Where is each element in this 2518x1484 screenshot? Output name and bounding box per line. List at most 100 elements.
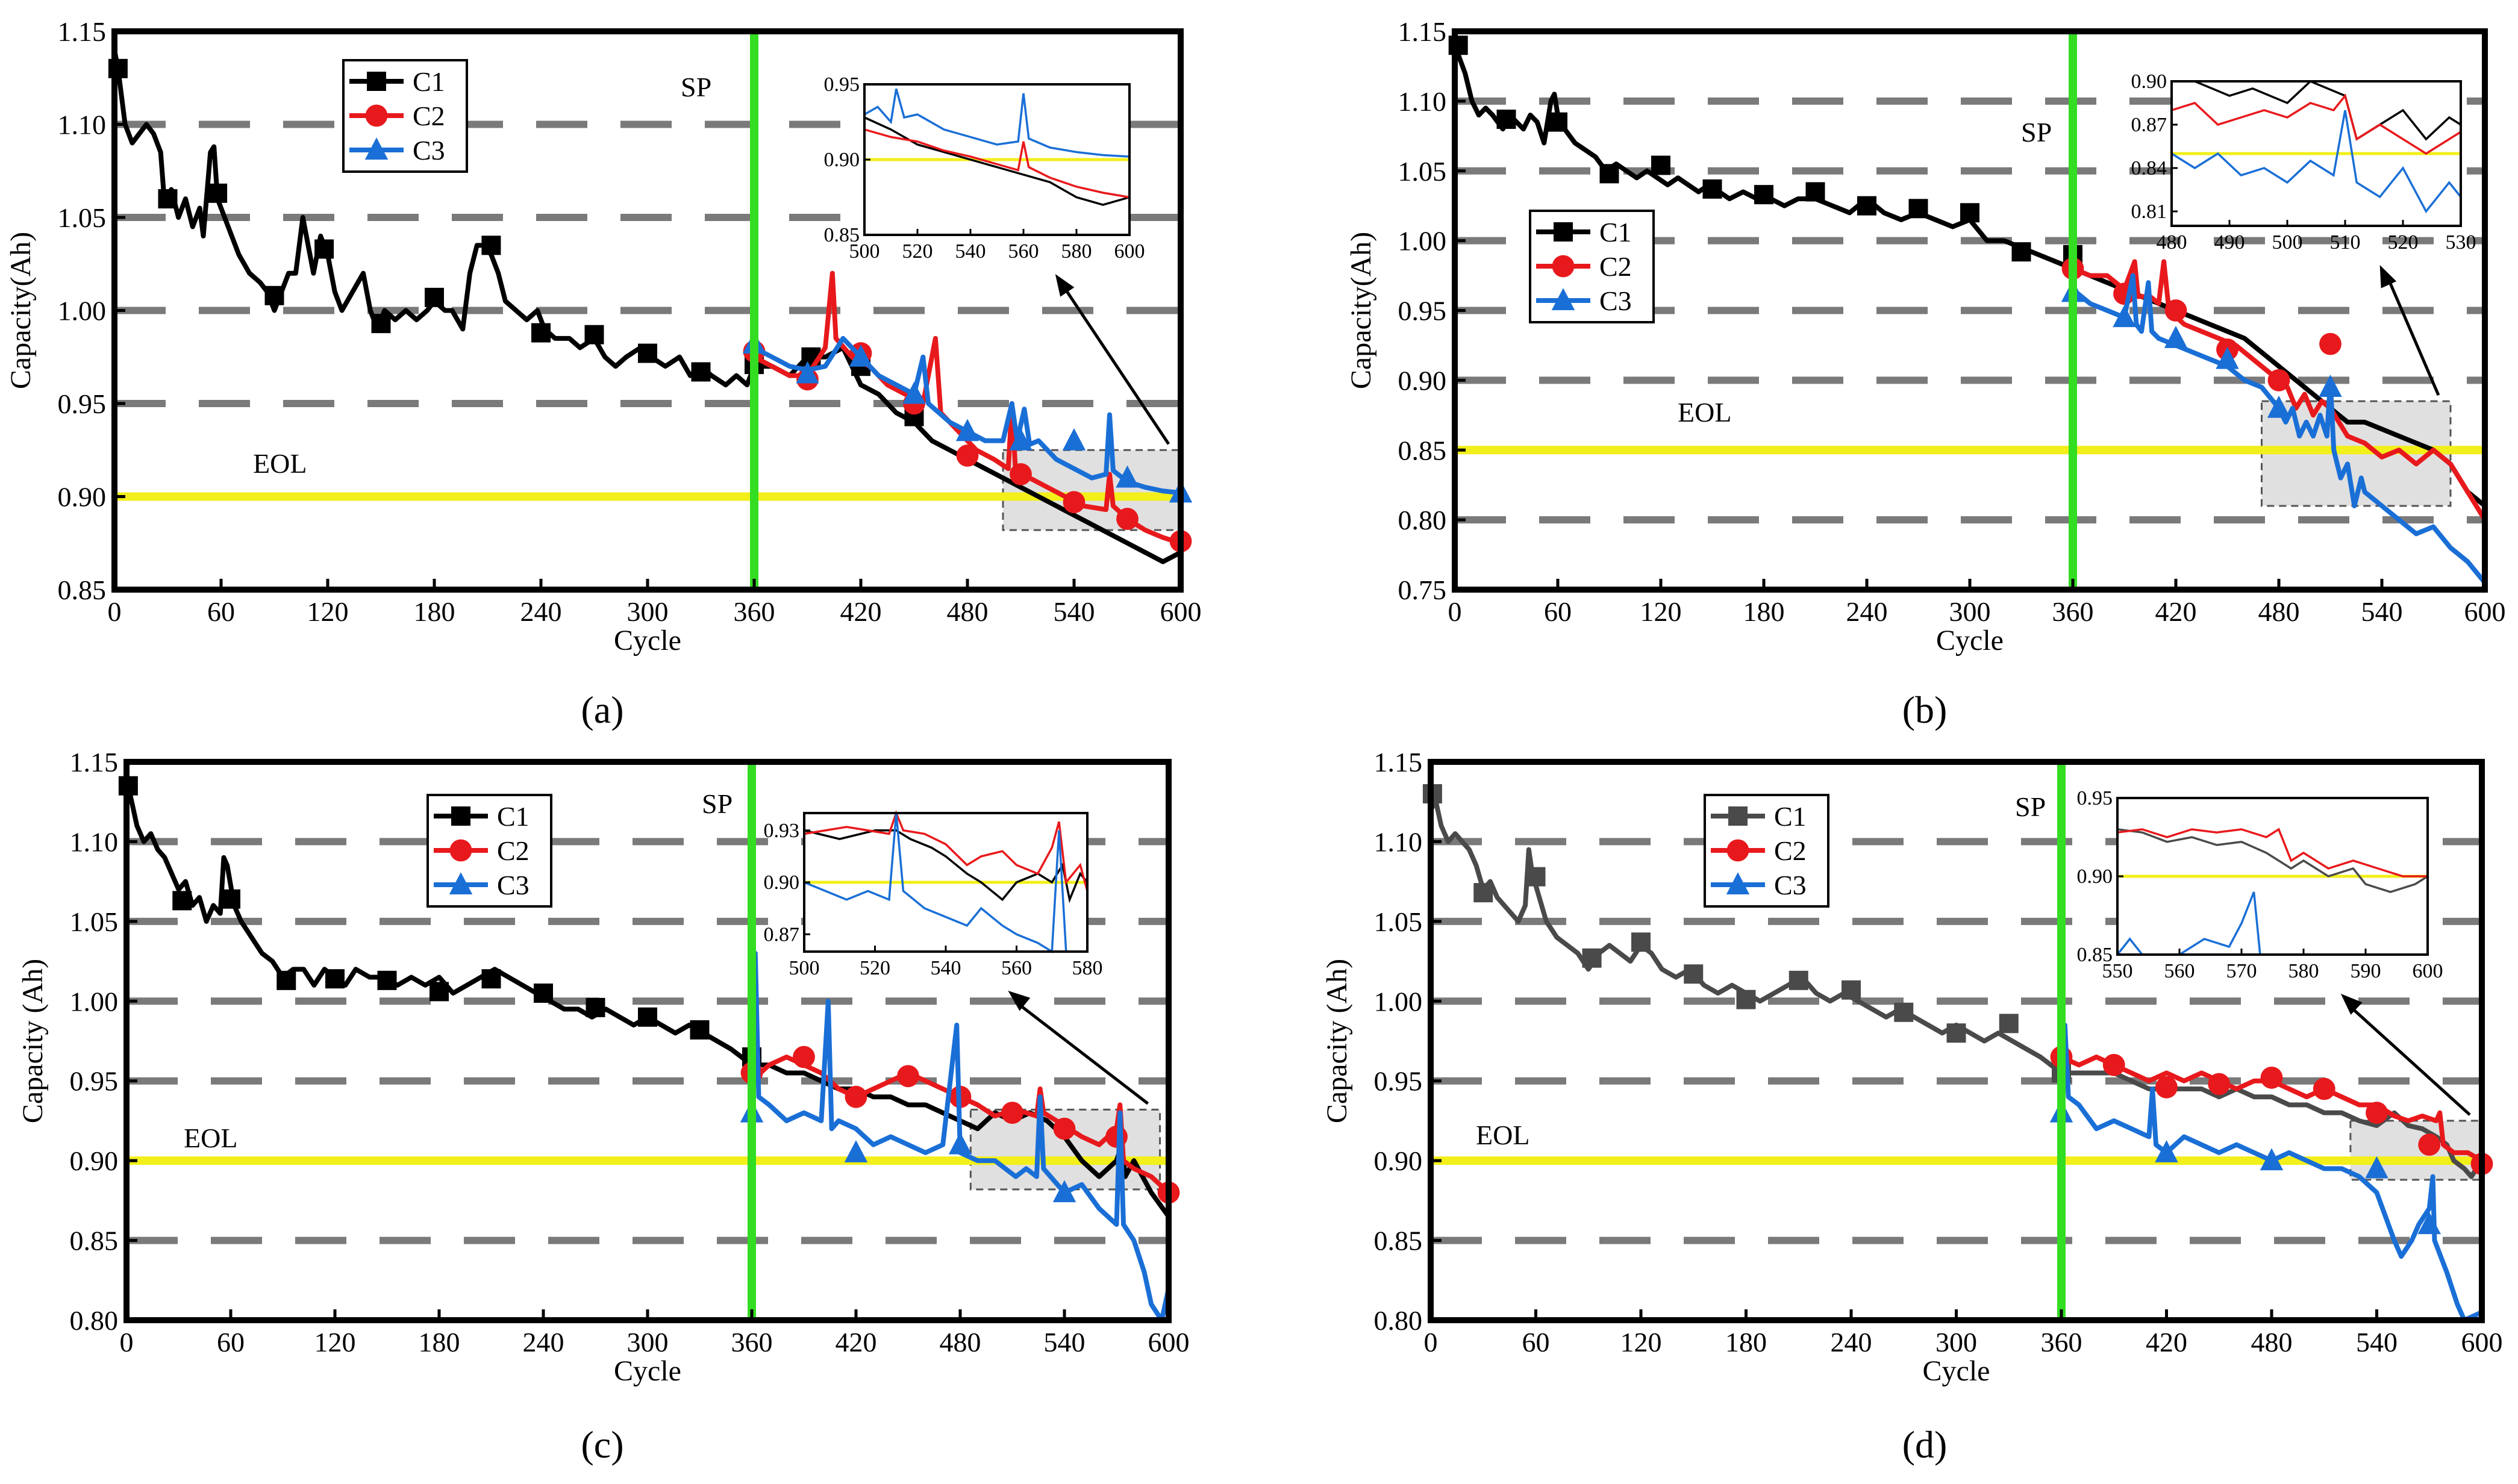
series-c1-marker [534,984,553,1003]
zoom-arrow-head [1008,991,1031,1011]
series-c1-marker [1548,112,1567,132]
series-c2-line [2060,1054,2483,1163]
series-c3-marker [2164,326,2188,348]
series-c1-marker [690,1020,710,1040]
y-tick-label: 1.15 [58,16,107,47]
x-tick-label: 360 [2041,1327,2082,1358]
inset-x-tick-label: 600 [1114,240,1145,263]
legend-entry: C3 [1774,870,1807,900]
x-tick-label: 180 [419,1327,460,1358]
y-tick-label: 0.90 [1374,1146,1423,1176]
inset-x-tick-label: 560 [1008,240,1039,263]
series-c1-marker [638,1007,657,1027]
series-c2-marker [2164,299,2187,322]
panel-label: (d) [1902,1423,1948,1466]
legend-entry: C3 [497,870,530,900]
inset-y-tick-label: 0.95 [2077,787,2113,809]
inset-y-tick-label: 0.85 [824,224,860,246]
y-tick-label: 1.15 [70,747,119,778]
series-c3-marker [1062,428,1086,450]
x-tick-label: 240 [1831,1327,1872,1358]
x-tick-label: 0 [108,596,122,627]
y-axis-label: Capacity (Ah) [1321,959,1353,1123]
y-tick-label: 0.95 [58,388,107,419]
x-axis-label: Cycle [1936,625,2004,656]
legend-entry: C1 [413,66,445,97]
x-tick-label: 240 [1846,596,1888,627]
x-tick-label: 420 [2146,1327,2187,1358]
eol-label: EOL [1476,1120,1529,1150]
series-c2-marker [2319,332,2341,355]
x-tick-label: 240 [523,1327,564,1358]
y-tick-label: 1.05 [58,202,107,233]
inset: 480 490 500 510 520 530 0.81 0.84 0.87 0.90 [2131,70,2476,254]
legend-entry: C1 [497,801,530,832]
inset-y-tick-label: 0.95 [824,73,860,96]
x-tick-label: 120 [1620,1327,1662,1358]
y-tick-label: 0.80 [70,1305,119,1336]
series-c2-marker [897,1065,919,1088]
inset-c2-line [2171,93,2461,155]
series-c1-marker [2011,242,2031,262]
series-c1-marker [1582,948,1602,968]
legend-marker [365,104,388,127]
series-c3-marker [844,1140,868,1162]
zoom-arrow [1061,284,1170,445]
zoom-arrow-head [1055,274,1075,297]
series-c3-marker [2417,1212,2441,1235]
y-tick-label: 1.10 [1398,86,1447,117]
inset-c2-line [804,810,1089,891]
series-c1-marker [638,343,657,363]
series-c2-marker [1116,508,1139,530]
series-c3-line [2059,1023,2483,1323]
series-c3-marker [2155,1140,2178,1162]
x-tick-label: 300 [1935,1327,1977,1358]
series-c1-marker [425,287,444,307]
series-c3-line [2071,273,2487,584]
series-c2-marker [1010,463,1032,485]
series-c1-marker [1631,932,1651,952]
series-c1-marker [1908,199,1928,219]
y-tick-label: 0.85 [70,1226,119,1256]
legend-entry: C2 [1774,835,1807,866]
x-tick-label: 420 [836,1327,877,1358]
x-tick-label: 540 [2361,596,2403,627]
series-c1-marker [371,314,391,334]
x-tick-label: 480 [2258,596,2300,627]
series-c3-marker [2365,1156,2388,1179]
series-c3-marker [948,1132,972,1155]
series-c1-marker [1894,1002,1914,1022]
zoom-arrow [1014,1000,1149,1105]
x-tick-label: 360 [734,596,775,627]
x-tick-label: 360 [2052,596,2094,627]
y-tick-label: 1.00 [1398,226,1447,257]
legend-marker [451,806,470,826]
y-tick-label: 0.90 [1398,365,1447,396]
inset-x-tick-label: 520 [860,957,890,979]
panel-2: 0 60 120 180 240 300 360 420 480 540 600 0.75 0.80 0.… [1345,16,2506,731]
inset-x-tick-label: 590 [2351,960,2381,982]
series-c2-marker [1063,491,1086,514]
series-c2-marker [2366,1102,2388,1124]
inset-c3-line [864,89,1130,158]
series-c1-marker [1736,990,1756,1009]
y-tick-label: 0.85 [1398,435,1447,466]
series-c1-marker [1684,964,1704,984]
inset-c2-line [864,128,1130,199]
legend-entry: C1 [1599,217,1632,248]
eol-label: EOL [253,448,307,479]
x-tick-label: 300 [627,1327,669,1358]
inset-y-tick-label: 0.81 [2131,201,2167,223]
x-axis-label: Cycle [614,1355,681,1387]
inset-y-tick-label: 0.87 [2131,114,2167,136]
series-c2-marker [2260,1067,2283,1089]
series-c1-marker [1999,1014,2019,1034]
y-tick-label: 0.95 [70,1066,119,1097]
legend-entry: C2 [413,101,445,131]
y-tick-label: 1.00 [58,296,107,326]
x-tick-label: 120 [307,596,349,627]
